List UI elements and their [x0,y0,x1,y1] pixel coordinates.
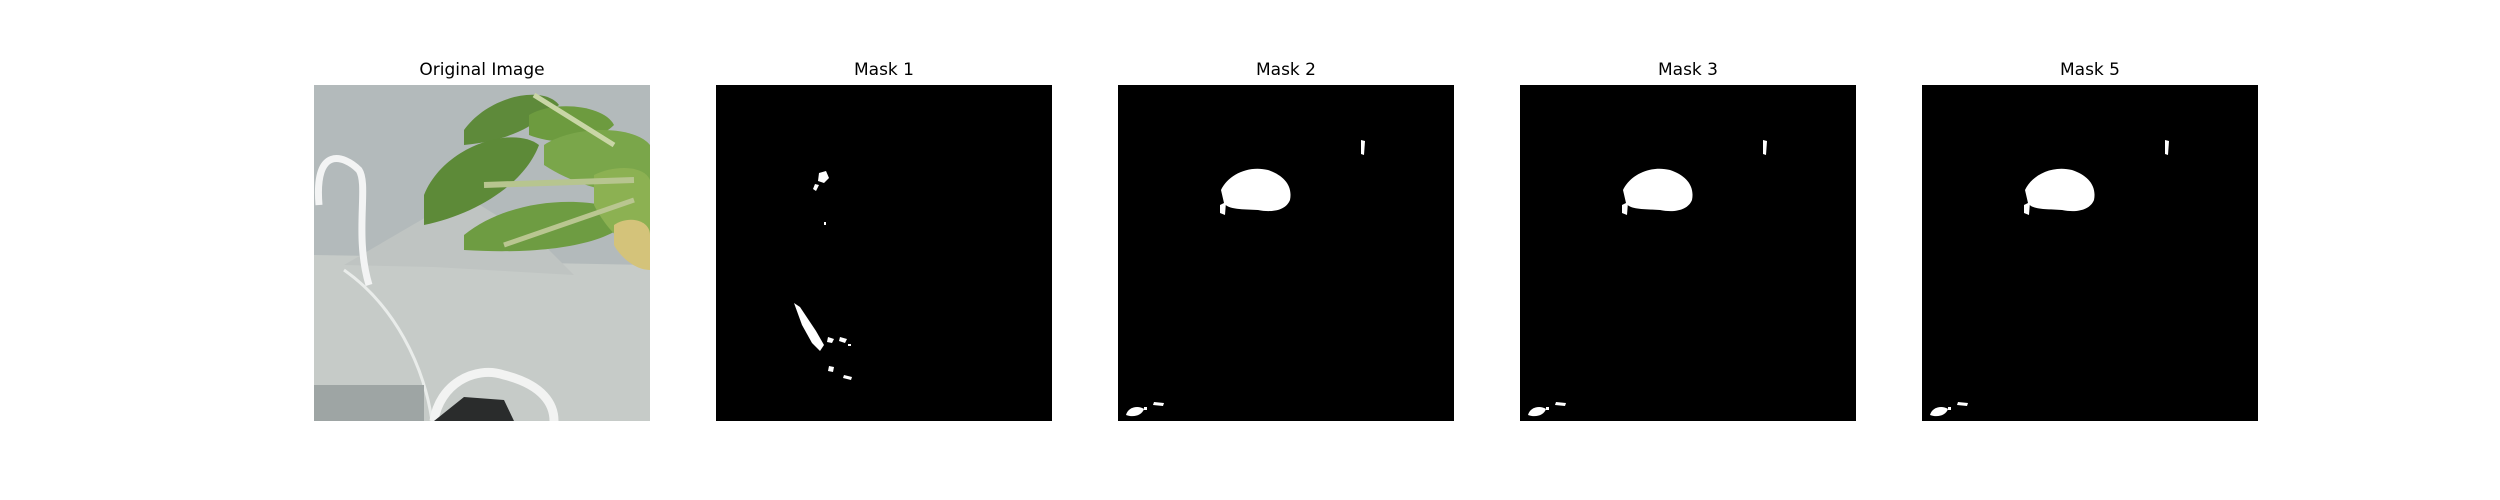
panel-mask-5: Mask 5 [1922,0,2258,500]
original-photo [314,85,650,421]
mask-1-image [716,85,1052,421]
panel-title: Mask 3 [1657,60,1718,80]
panel-original-image: Original Image [314,0,650,500]
mask-2-image [1118,85,1454,421]
mask-3-image [1520,85,1856,421]
panel-mask-3: Mask 3 [1520,0,1856,500]
panel-mask-2: Mask 2 [1118,0,1454,500]
panel-title: Mask 1 [853,60,914,80]
panel-title: Original Image [419,60,545,80]
mask-5-image [1922,85,2258,421]
panel-title: Mask 5 [2059,60,2120,80]
panel-mask-1: Mask 1 [716,0,1052,500]
panel-title: Mask 2 [1255,60,1316,80]
